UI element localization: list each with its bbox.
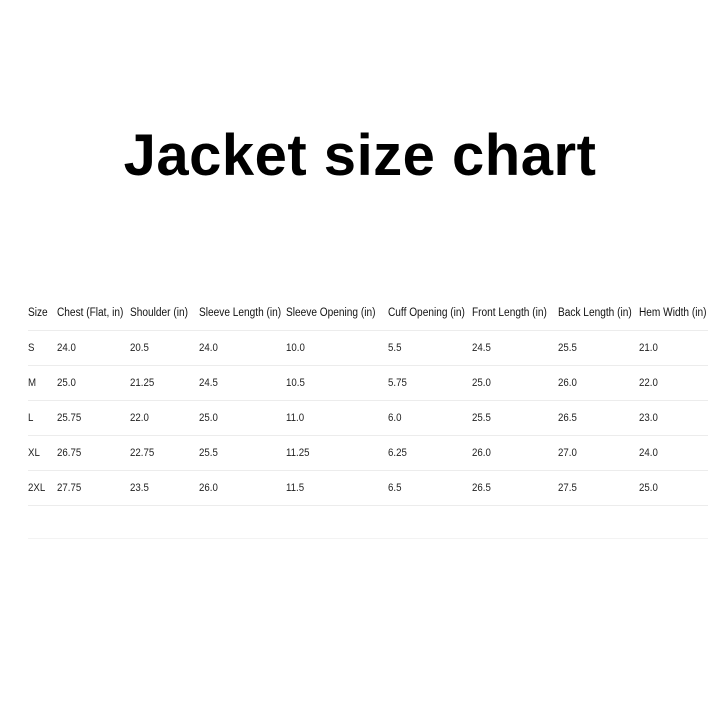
table-cell: 11.0: [286, 412, 305, 424]
table-cell: 25.5: [558, 342, 577, 354]
row-divider: [28, 400, 708, 401]
table-cell: 2XL: [28, 482, 46, 494]
table-cell: 25.0: [639, 482, 658, 494]
column-header: Sleeve Length (in): [199, 307, 282, 319]
table-row: M 25.0 21.25 24.5 10.5 5.75 25.0 26.0 22.0: [28, 366, 708, 401]
table-cell: 5.75: [388, 377, 407, 389]
column-header: Back Length (in): [558, 307, 632, 319]
row-divider: [28, 435, 708, 436]
column-header: Shoulder (in): [130, 307, 188, 319]
table-cell: 25.0: [199, 412, 218, 424]
table-cell: 25.5: [199, 447, 218, 459]
table-header-row: Size Chest (Flat, in) Shoulder (in) Sleeve …: [28, 296, 708, 331]
table-cell: 10.0: [286, 342, 305, 354]
table-cell: 22.75: [130, 447, 155, 459]
table-cell: 24.5: [472, 342, 491, 354]
row-divider: [28, 330, 708, 331]
table-cell: 24.0: [57, 342, 76, 354]
table-cell: 26.75: [57, 447, 82, 459]
column-header: Front Length (in): [472, 307, 547, 319]
table-cell: L: [28, 412, 34, 424]
column-header: Sleeve Opening (in): [286, 307, 376, 319]
table-row: L 25.75 22.0 25.0 11.0 6.0 25.5 26.5 23.0: [28, 401, 708, 436]
table-cell: 26.5: [558, 412, 577, 424]
table-cell: 26.0: [558, 377, 577, 389]
column-header: Chest (Flat, in): [57, 307, 124, 319]
table-cell: 25.5: [472, 412, 491, 424]
table-cell: XL: [28, 447, 40, 459]
table-cell: 22.0: [639, 377, 658, 389]
row-divider: [28, 470, 708, 471]
table-cell: 22.0: [130, 412, 149, 424]
table-row: XL 26.75 22.75 25.5 11.25 6.25 26.0 27.0 24.0: [28, 436, 708, 471]
table-cell: 25.0: [472, 377, 491, 389]
table-cell: 23.0: [639, 412, 658, 424]
page-title: Jacket size chart: [123, 123, 597, 188]
column-header: Cuff Opening (in): [388, 307, 465, 319]
table-cell: 26.5: [472, 482, 491, 494]
table-cell: 27.75: [57, 482, 82, 494]
table-cell: 24.0: [199, 342, 218, 354]
table-cell: 5.5: [388, 342, 402, 354]
table-cell: 27.5: [558, 482, 577, 494]
table-cell: 25.0: [57, 377, 76, 389]
table-cell: 25.75: [57, 412, 82, 424]
table-cell: 11.25: [286, 447, 310, 459]
table-cell: 24.5: [199, 377, 218, 389]
table-row: S 24.0 20.5 24.0 10.0 5.5 24.5 25.5 21.0: [28, 331, 708, 366]
table-cell: 27.0: [558, 447, 577, 459]
table-cell: 6.5: [388, 482, 402, 494]
table-cell: 21.0: [639, 342, 658, 354]
table-cell: 20.5: [130, 342, 149, 354]
table-cell: 6.0: [388, 412, 402, 424]
table-cell: 21.25: [130, 377, 155, 389]
table-divider: [28, 538, 708, 539]
table-row: 2XL 27.75 23.5 26.0 11.5 6.5 26.5 27.5 25.0: [28, 471, 708, 506]
row-divider: [28, 505, 708, 506]
table-cell: 23.5: [130, 482, 149, 494]
table-cell: 6.25: [388, 447, 407, 459]
table-cell: M: [28, 377, 37, 389]
column-header: Size: [28, 307, 48, 319]
table-cell: 24.0: [639, 447, 658, 459]
table-cell: 11.5: [286, 482, 305, 494]
table-cell: 26.0: [472, 447, 491, 459]
table-cell: 26.0: [199, 482, 218, 494]
row-divider: [28, 365, 708, 366]
table-cell: S: [28, 342, 35, 354]
table-cell: 10.5: [286, 377, 305, 389]
column-header: Hem Width (in): [639, 307, 707, 319]
